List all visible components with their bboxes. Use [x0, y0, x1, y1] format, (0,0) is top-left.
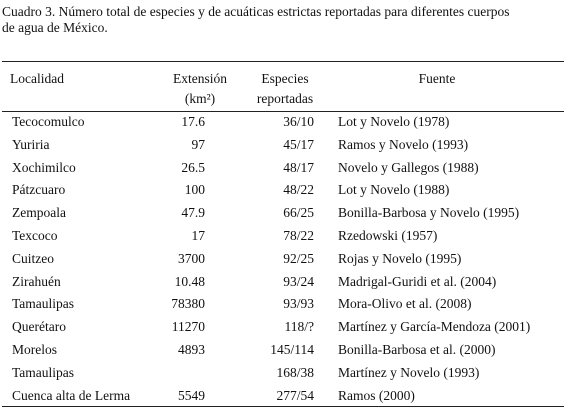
column-header: Fuente — [418, 71, 456, 86]
cell: 3700 — [178, 250, 205, 266]
cell: 145/114 — [270, 342, 314, 357]
cell: Madrigal-Guridi et al. (2004) — [338, 273, 497, 289]
cell: 48/22 — [283, 182, 314, 198]
row-label: Cuenca alta de Lerma — [12, 387, 131, 403]
cell: 11270 — [171, 319, 205, 335]
cell: Novelo y Gallegos (1988) — [338, 159, 479, 175]
row-label: Querétaro — [12, 319, 66, 335]
cell: Bonilla-Barbosa y Novelo (1995) — [338, 205, 520, 221]
column-header: (km²) — [184, 91, 216, 106]
cell: Ramos y Novelo (1993) — [338, 136, 469, 152]
cell: Lot y Novelo (1978) — [338, 114, 450, 129]
row-label: Texcoco — [12, 228, 58, 243]
bottom-rule — [2, 406, 564, 407]
cell: 118/? — [284, 319, 315, 335]
row-label: Tamaulipas — [12, 364, 75, 380]
cell: Lot y Novelo (1988) — [338, 182, 450, 198]
cell: Rojas y Novelo (1995) — [338, 250, 462, 266]
cell: 78380 — [171, 296, 205, 312]
cell: 277/54 — [276, 387, 314, 403]
cell: 10.48 — [174, 273, 205, 289]
column-header: Extensión — [173, 71, 227, 86]
cell: 4893 — [178, 342, 205, 357]
cell: 48/17 — [283, 159, 314, 175]
caption-line: de agua de México. — [2, 20, 108, 35]
cell: Mora-Olivo et al. (2008) — [338, 296, 472, 312]
column-header: Especies — [261, 71, 309, 86]
top-rule — [2, 61, 564, 62]
cell: 168/38 — [276, 364, 314, 380]
cell: 5549 — [178, 387, 205, 403]
row-label: Morelos — [12, 342, 57, 357]
cell: Bonilla-Barbosa et al. (2000) — [338, 342, 496, 357]
cell: 17 — [191, 228, 206, 243]
row-label: Zirahuén — [12, 273, 61, 289]
row-label: Cuitzeo — [12, 250, 54, 266]
cell: Rzedowski (1957) — [338, 228, 438, 243]
row-label: Yuriria — [12, 136, 50, 152]
column-header: reportadas — [256, 91, 314, 106]
cell: 100 — [184, 182, 205, 198]
cell: Ramos (2000) — [338, 387, 415, 403]
cell: 93/24 — [283, 273, 314, 289]
cell: Martínez y García-Mendoza (2001) — [338, 319, 531, 335]
cell: 45/17 — [283, 136, 314, 152]
cell: Martínez y Novelo (1993) — [338, 364, 480, 380]
cell: 36/10 — [283, 114, 314, 129]
row-label: Xochimilco — [12, 159, 76, 175]
row-label: Tecocomulco — [12, 114, 85, 129]
cell: 66/25 — [283, 205, 314, 221]
column-header: Localidad — [10, 71, 64, 86]
row-label: Tamaulipas — [12, 296, 75, 312]
cell: 47.9 — [181, 205, 205, 221]
header-rule — [2, 111, 564, 112]
row-label: Pátzcuaro — [12, 182, 66, 198]
cell: 93/93 — [283, 296, 314, 312]
cell: 17.6 — [181, 114, 205, 129]
caption-line: Cuadro 3. Número total de especies y de … — [2, 4, 510, 19]
row-label: Zempoala — [12, 205, 66, 221]
cell: 26.5 — [181, 159, 205, 175]
cell: 97 — [191, 136, 206, 152]
cell: 92/25 — [283, 250, 314, 266]
cell: 78/22 — [283, 228, 314, 243]
